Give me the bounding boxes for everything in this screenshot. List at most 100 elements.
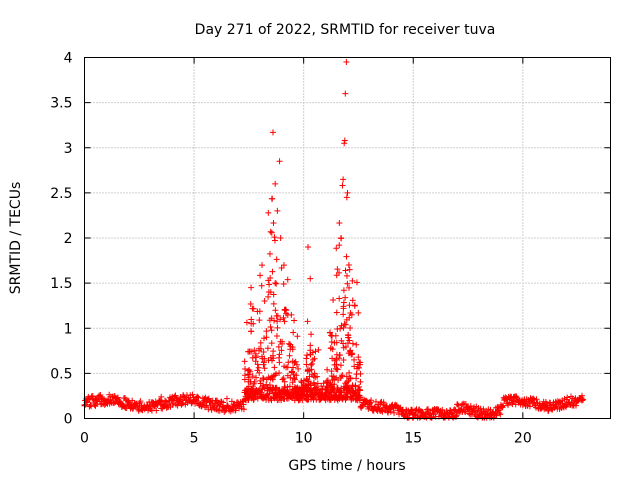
data-point (336, 395, 343, 402)
data-point (336, 242, 343, 249)
data-point (270, 291, 277, 298)
data-point (304, 318, 311, 325)
data-point (333, 339, 340, 346)
data-point (340, 383, 347, 390)
data-point (170, 400, 177, 407)
data-point (285, 359, 292, 366)
data-point (453, 412, 460, 419)
data-point (346, 369, 353, 376)
data-point (276, 370, 283, 377)
data-point (347, 309, 354, 316)
data-point (264, 387, 271, 394)
data-point (354, 365, 361, 372)
data-point (533, 396, 540, 403)
data-point (314, 380, 321, 387)
data-point (261, 365, 268, 372)
data-point (416, 414, 423, 421)
data-point (299, 388, 306, 395)
data-point (241, 387, 248, 394)
data-point (308, 331, 315, 338)
data-point (332, 365, 339, 372)
data-point (256, 308, 263, 315)
data-point (257, 377, 264, 384)
data-point (340, 311, 347, 318)
data-point (280, 375, 287, 382)
data-point (137, 398, 144, 405)
data-point (311, 355, 318, 362)
data-point (273, 385, 280, 392)
data-point (341, 140, 348, 147)
data-point (402, 411, 409, 418)
data-point (342, 343, 349, 350)
data-point (303, 355, 310, 362)
data-point (91, 402, 98, 409)
data-point (380, 399, 387, 406)
data-point (333, 356, 340, 363)
data-point (268, 327, 275, 334)
data-point (89, 392, 96, 399)
data-point (343, 373, 350, 380)
data-point (342, 90, 349, 97)
data-point (268, 315, 275, 322)
data-point (240, 401, 247, 408)
data-point (284, 383, 291, 390)
data-point (278, 264, 285, 271)
chart-title: Day 271 of 2022, SRMTID for receiver tuv… (195, 22, 496, 38)
data-point (286, 352, 293, 359)
data-point (349, 350, 356, 357)
data-point (114, 394, 121, 401)
data-point (268, 229, 275, 236)
data-point (242, 396, 249, 403)
data-point (495, 407, 502, 414)
data-point (281, 378, 288, 385)
data-point (261, 298, 268, 304)
data-point (572, 402, 579, 409)
data-point (259, 262, 266, 269)
data-point (309, 356, 316, 363)
data-point (272, 279, 279, 286)
data-point (268, 340, 275, 347)
data-point (206, 398, 213, 405)
data-point (248, 316, 255, 323)
data-point (327, 345, 334, 352)
data-point (257, 339, 264, 346)
data-point (553, 403, 560, 410)
data-point (327, 329, 334, 336)
data-point (166, 399, 173, 406)
data-point (349, 277, 356, 284)
data-point (356, 359, 363, 366)
data-point (338, 337, 345, 344)
data-point (310, 379, 317, 386)
data-point (564, 394, 571, 401)
data-point (249, 387, 256, 394)
data-point (232, 407, 239, 414)
data-point (305, 396, 312, 403)
data-point (328, 381, 335, 388)
data-points (81, 59, 587, 421)
data-point (265, 277, 272, 284)
data-point (281, 395, 288, 402)
data-point (304, 384, 311, 391)
data-point (425, 406, 432, 413)
data-point (273, 280, 280, 287)
data-point (260, 348, 267, 355)
y-tick-label: 2.5 (50, 186, 72, 202)
data-point (342, 267, 349, 274)
x-tick-label: 10 (295, 431, 313, 447)
data-point (248, 284, 255, 291)
data-point (329, 377, 336, 384)
data-point (406, 410, 413, 417)
data-point (304, 352, 311, 359)
data-point (255, 364, 262, 371)
data-point (493, 412, 500, 419)
data-point (292, 358, 299, 365)
data-point (111, 400, 118, 407)
data-point (353, 341, 360, 348)
data-point (337, 374, 344, 381)
data-point (290, 371, 297, 378)
data-point (270, 355, 277, 362)
data-point (253, 354, 260, 361)
data-point (357, 370, 364, 377)
data-point (195, 394, 202, 401)
data-point (287, 374, 294, 381)
